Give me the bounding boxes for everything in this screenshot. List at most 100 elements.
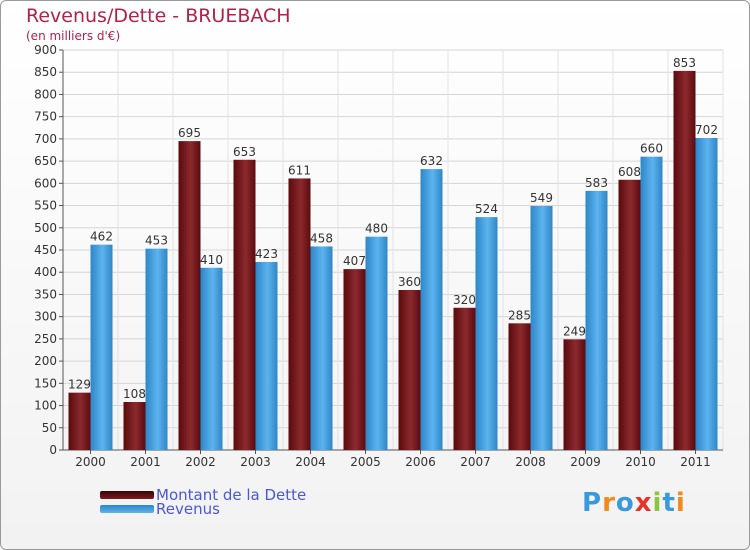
logo-letter: t — [662, 488, 676, 518]
data-label: 653 — [233, 145, 256, 159]
chart-title: Revenus/Dette - BRUEBACH — [26, 5, 291, 27]
y-tick-label: 0 — [49, 443, 57, 457]
legend-swatch-revenus — [100, 505, 154, 513]
bar-revenus — [640, 156, 663, 450]
bars — [68, 70, 718, 450]
data-label: 480 — [365, 222, 388, 236]
bar-revenus — [145, 248, 168, 450]
x-tick-label: 2004 — [295, 455, 326, 469]
bar-revenus — [310, 246, 333, 450]
bar-revenus — [365, 236, 388, 450]
y-tick-label: 250 — [34, 332, 57, 346]
data-label: 611 — [288, 163, 311, 177]
logo-letter: o — [615, 488, 635, 518]
bar-dette — [618, 179, 641, 450]
data-label: 453 — [145, 234, 168, 248]
y-tick-label: 900 — [34, 43, 57, 57]
data-label: 129 — [68, 378, 91, 392]
data-label: 360 — [398, 275, 421, 289]
y-tick-label: 550 — [34, 199, 57, 213]
data-label: 320 — [453, 293, 476, 307]
y-tick-label: 650 — [34, 154, 57, 168]
data-label: 462 — [90, 230, 113, 244]
x-tick-label: 2005 — [350, 455, 381, 469]
x-tick-label: 2011 — [680, 455, 711, 469]
bar-revenus — [475, 217, 498, 450]
logo-letter: r — [602, 488, 616, 518]
data-label: 549 — [530, 191, 553, 205]
y-tick-label: 300 — [34, 310, 57, 324]
x-tick-label: 2008 — [515, 455, 546, 469]
data-label: 632 — [420, 154, 443, 168]
y-tick-label: 800 — [34, 87, 57, 101]
data-label: 660 — [640, 142, 663, 156]
y-tick-label: 500 — [34, 221, 57, 235]
y-tick-label: 750 — [34, 110, 57, 124]
y-tick-label: 450 — [34, 243, 57, 257]
data-label: 249 — [563, 324, 586, 338]
bar-revenus — [530, 206, 553, 450]
logo-letter: P — [582, 488, 603, 518]
bar-revenus — [585, 190, 608, 450]
y-tick-label: 150 — [34, 376, 57, 390]
legend-label-debt: Montant de la Dette — [156, 486, 307, 504]
logo-letter: x — [634, 488, 653, 518]
data-label: 702 — [695, 123, 718, 137]
x-tick-label: 2002 — [185, 455, 216, 469]
bar-dette — [123, 402, 146, 450]
y-tick-label: 200 — [34, 354, 57, 368]
logo-letter: i — [675, 488, 686, 518]
x-tick-label: 2001 — [130, 455, 161, 469]
data-label: 410 — [200, 253, 223, 267]
grid-lines — [62, 49, 724, 451]
bar-dette — [563, 339, 586, 450]
bar-revenus — [200, 267, 223, 450]
y-tick-label: 350 — [34, 287, 57, 301]
data-label: 285 — [508, 308, 531, 322]
x-tick-label: 2007 — [460, 455, 491, 469]
y-tick-label: 400 — [34, 265, 57, 279]
bar-dette — [673, 70, 696, 450]
data-label: 695 — [178, 126, 201, 140]
y-tick-label: 100 — [34, 399, 57, 413]
data-label: 407 — [343, 254, 366, 268]
legend-swatch-debt — [100, 491, 154, 499]
bar-dette — [508, 323, 531, 450]
y-tick-label: 600 — [34, 176, 57, 190]
bar-dette — [233, 159, 256, 450]
bar-revenus — [255, 262, 278, 450]
bar-dette — [178, 141, 201, 450]
data-label: 458 — [310, 231, 333, 245]
axes: 0 50 100 150 200 250 300 350 400 450 500 550 600 650 7… — [34, 43, 723, 469]
proxiti-logo: Proxiti — [582, 488, 686, 518]
bar-revenus — [420, 169, 443, 450]
data-label: 583 — [585, 176, 608, 190]
data-labels: 129 108 695 653 611 407 360 320 285 249 608 853 462 4… — [68, 56, 718, 401]
bar-revenus — [90, 244, 113, 450]
x-tick-label: 2009 — [570, 455, 601, 469]
data-label: 423 — [255, 247, 278, 261]
legend-label-revenus: Revenus — [156, 500, 220, 518]
data-label: 108 — [123, 387, 146, 401]
bar-dette — [453, 307, 476, 450]
data-label: 853 — [673, 56, 696, 70]
bar-dette — [398, 290, 421, 450]
bar-dette — [288, 178, 311, 450]
legend-item-revenus: Revenus — [100, 500, 220, 518]
y-tick-label: 50 — [42, 421, 57, 435]
bar-dette — [343, 269, 366, 450]
bar-revenus — [695, 138, 718, 450]
data-label: 608 — [618, 165, 641, 179]
data-label: 524 — [475, 202, 498, 216]
x-tick-label: 2006 — [405, 455, 436, 469]
chart-subtitle: (en milliers d'€) — [26, 29, 121, 43]
logo-letter: i — [652, 488, 663, 518]
x-tick-label: 2000 — [75, 455, 106, 469]
bar-dette — [68, 392, 91, 450]
x-tick-label: 2010 — [625, 455, 656, 469]
y-tick-label: 850 — [34, 65, 57, 79]
y-tick-label: 700 — [34, 132, 57, 146]
x-tick-label: 2003 — [240, 455, 271, 469]
legend-item-debt: Montant de la Dette — [100, 486, 307, 504]
